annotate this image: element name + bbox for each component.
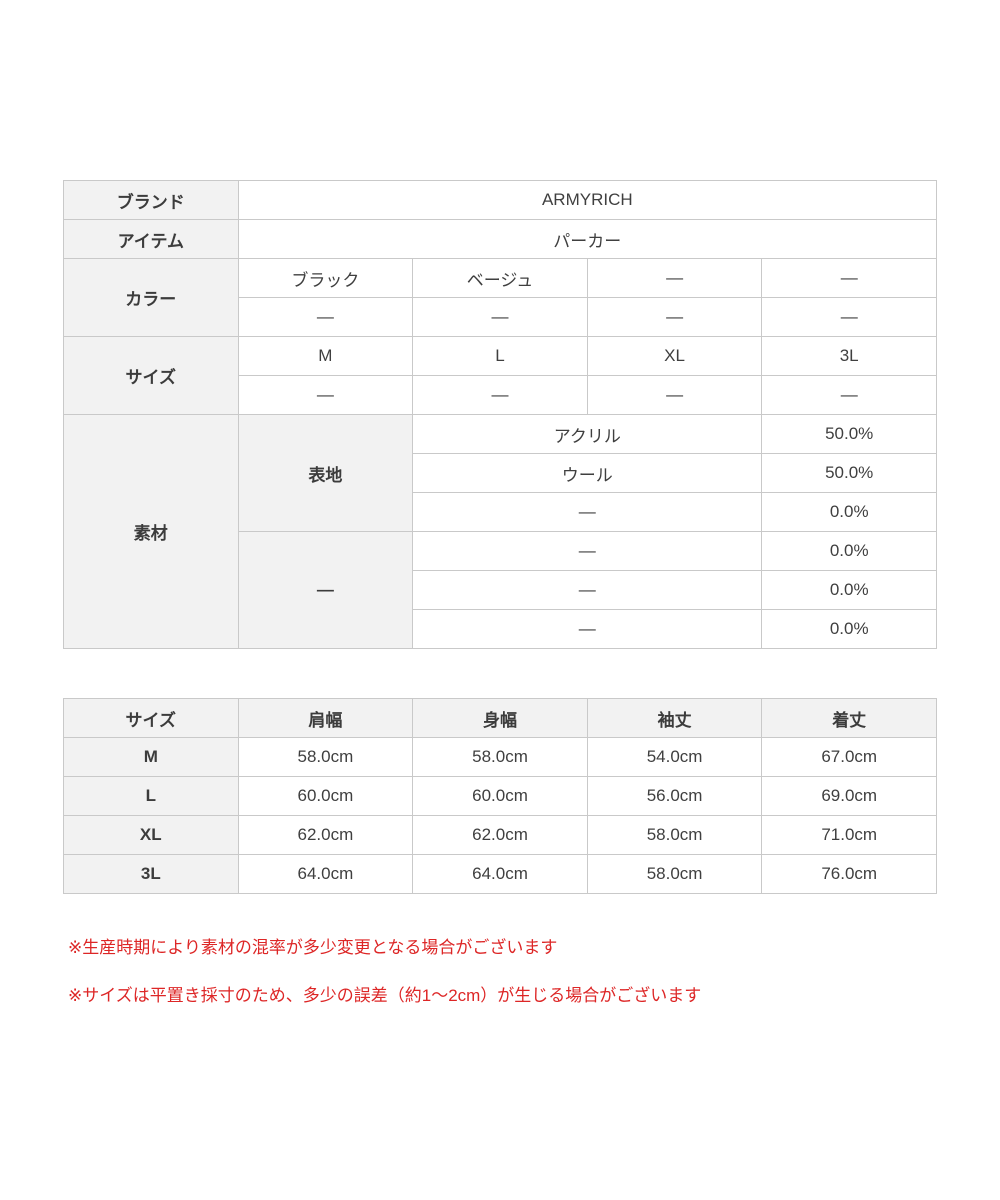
column-header: 袖丈 [586,698,763,738]
row-size-label: 3L [63,854,239,894]
color-value: — [412,297,588,337]
item-label: アイテム [63,219,239,259]
column-header: 肩幅 [237,698,414,738]
color-value: — [586,258,763,298]
size-label: サイズ [63,336,239,415]
size-value: XL [586,336,763,376]
material-row: — 0.0% [64,492,937,532]
measurement-cell: 60.0cm [237,776,414,816]
measurement-cell: 54.0cm [586,737,763,777]
size-value: M [237,336,414,376]
measurement-cell: 76.0cm [761,854,937,894]
size-table-header-row: サイズ 肩幅 身幅 袖丈 着丈 [63,698,937,738]
size-value: L [412,336,588,376]
size-value: — [761,375,937,415]
material-row: ウール 50.0% [64,453,937,493]
row-size-label: L [63,776,239,816]
measurement-cell: 69.0cm [761,776,937,816]
measurement-cell: 58.0cm [586,815,763,855]
material-percent: 0.0% [761,570,937,610]
size-option-row-1: サイズ M L XL 3L [63,336,937,415]
material-name: — [412,492,763,532]
row-size-label: XL [63,815,239,855]
color-value: — [761,258,937,298]
brand-label: ブランド [63,180,239,220]
material-percent: 50.0% [761,453,937,493]
color-value: ベージュ [412,258,588,298]
size-value: — [412,375,588,415]
measurement-cell: 67.0cm [761,737,937,777]
material-percent: 0.0% [761,609,937,649]
color-row-2: — — — — [64,297,937,337]
size-option-row-2: — — — — [64,375,937,415]
measurement-cell: 64.0cm [237,854,414,894]
material-percent: 50.0% [761,414,937,454]
material-row: — — 0.0% [64,531,937,649]
column-header: サイズ [63,698,239,738]
item-value: パーカー [237,219,938,259]
color-value: ブラック [237,258,414,298]
measurement-cell: 62.0cm [412,815,588,855]
measurement-disclaimer-note: ※サイズは平置き採寸のため、多少の誤差（約1〜2cm）が生じる場合がございます [68,986,702,1005]
measurement-cell: 56.0cm [586,776,763,816]
measurement-cell: 60.0cm [412,776,588,816]
material-part-label: 表地 [237,414,414,532]
measurement-cell: 58.0cm [412,737,588,777]
color-label: カラー [63,258,239,337]
item-row: アイテム パーカー [63,219,938,259]
material-percent: 0.0% [761,492,937,532]
column-header: 身幅 [412,698,588,738]
material-disclaimer-note: ※生産時期により素材の混率が多少変更となる場合がございます [68,938,558,957]
material-row: 素材 表地 アクリル 50.0% [63,414,937,649]
measurement-cell: 71.0cm [761,815,937,855]
product-spec-table: ブランド ARMYRICH アイテム パーカー カラー ブラック ベージュ — … [63,180,938,649]
table-row: XL 62.0cm 62.0cm 58.0cm 71.0cm [63,815,937,855]
brand-row: ブランド ARMYRICH [63,180,938,220]
size-value: 3L [761,336,937,376]
table-row: L 60.0cm 60.0cm 56.0cm 69.0cm [63,776,937,816]
size-value: — [237,375,414,415]
size-measurements-table: サイズ 肩幅 身幅 袖丈 着丈 M 58.0cm 58.0cm 54.0cm 6… [63,698,937,894]
measurement-cell: 64.0cm [412,854,588,894]
column-header: 着丈 [761,698,937,738]
material-part-label: — [237,531,414,649]
material-name: アクリル [412,414,763,454]
measurement-cell: 58.0cm [237,737,414,777]
color-row-1: カラー ブラック ベージュ — — [63,258,937,337]
color-value: — [237,297,414,337]
material-name: — [412,609,763,649]
size-value: — [586,375,763,415]
measurement-cell: 62.0cm [237,815,414,855]
color-value: — [586,297,763,337]
color-value: — [761,297,937,337]
material-percent: 0.0% [761,531,937,571]
disclaimer-notes: ※生産時期により素材の混率が多少変更となる場合がございます ※サイズは平置き採寸… [68,936,968,1032]
material-row: — 0.0% [64,609,937,649]
table-row: M 58.0cm 58.0cm 54.0cm 67.0cm [63,737,937,777]
material-label: 素材 [63,414,239,649]
material-name: — [412,531,763,571]
row-size-label: M [63,737,239,777]
measurement-cell: 58.0cm [586,854,763,894]
material-name: — [412,570,763,610]
table-row: 3L 64.0cm 64.0cm 58.0cm 76.0cm [63,854,937,894]
material-name: ウール [412,453,763,493]
brand-value: ARMYRICH [237,180,938,220]
